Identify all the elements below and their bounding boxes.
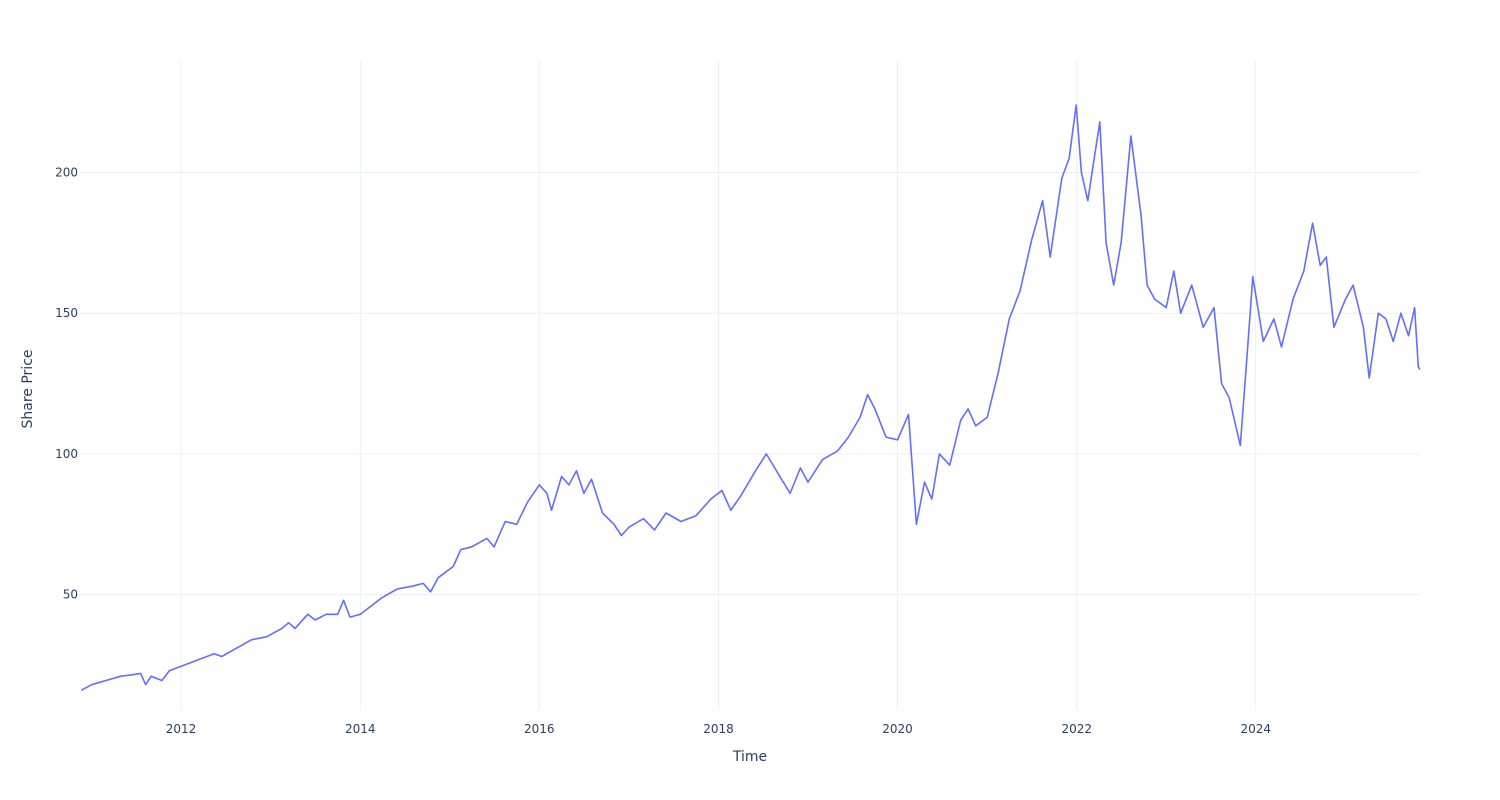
x-tick-label: 2012	[166, 722, 197, 736]
y-tick-label: 100	[55, 447, 78, 461]
y-axis-title: Share Price	[20, 349, 36, 428]
x-tick-label: 2016	[524, 722, 555, 736]
x-tick-label: 2018	[703, 722, 734, 736]
x-tick-label: 2014	[345, 722, 376, 736]
series-line	[80, 104, 1421, 692]
tick-labels: 2012 2014 2016 2018 2020 2022 2024 50 100 150 200	[55, 166, 1271, 736]
x-axis-title: Time	[732, 749, 767, 765]
gridlines	[80, 60, 1420, 710]
x-tick-label: 2022	[1061, 722, 1092, 736]
x-tick-label: 2020	[882, 722, 913, 736]
y-tick-label: 150	[55, 306, 78, 320]
y-tick-label: 50	[63, 588, 78, 602]
price-series	[80, 104, 1421, 692]
y-tick-label: 200	[55, 166, 78, 180]
x-tick-label: 2024	[1240, 722, 1271, 736]
